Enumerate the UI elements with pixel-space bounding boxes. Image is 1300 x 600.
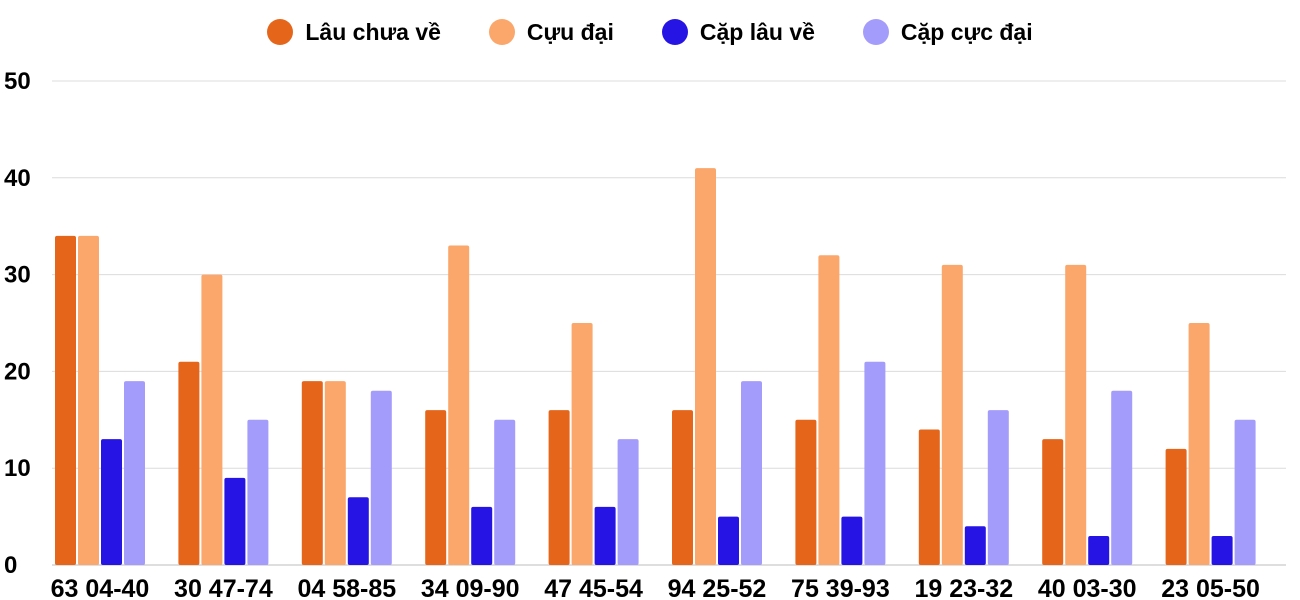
- legend-swatch-cuu-dai: [488, 19, 515, 45]
- bar: [324, 381, 346, 565]
- x-tick-label: 63 04-40: [51, 575, 150, 600]
- bar: [1088, 535, 1110, 565]
- bar: [347, 497, 369, 565]
- y-axis: 0 10 20 30 40 50: [4, 68, 31, 579]
- bar: [964, 526, 986, 565]
- bar: [1165, 448, 1187, 565]
- bar: [247, 419, 269, 565]
- bar: [224, 477, 246, 565]
- legend-item-cap-cuc-dai: Cặp cực đại: [862, 18, 1033, 46]
- bar: [594, 506, 616, 565]
- legend-swatch-lau-chua-ve: [267, 19, 294, 45]
- x-axis: 63 04-40 30 47-74 04 58-85 34 09-90 47 45-54…: [51, 575, 1260, 600]
- y-tick-label: 30: [4, 262, 31, 289]
- bar: [1211, 535, 1233, 565]
- bars: [55, 168, 1256, 566]
- bar: [818, 255, 840, 566]
- bar: [617, 439, 639, 565]
- bar: [795, 419, 817, 565]
- bar: [672, 410, 693, 565]
- y-tick-label: 0: [4, 552, 17, 579]
- y-tick-label: 50: [4, 68, 31, 95]
- x-tick-label: 23 05-50: [1161, 575, 1260, 600]
- bar: [201, 274, 223, 565]
- legend-swatch-cap-cuc-dai: [862, 19, 889, 45]
- bar: [370, 390, 392, 565]
- bar: [1065, 264, 1087, 565]
- x-tick-label: 94 25-52: [668, 575, 767, 600]
- bar: [425, 410, 447, 565]
- bar: [1234, 419, 1256, 565]
- bar: [101, 439, 122, 565]
- bar: [1111, 390, 1133, 565]
- x-tick-label: 75 39-93: [791, 575, 890, 600]
- legend-label-lau-chua-ve: Lâu chưa về: [305, 18, 441, 45]
- bar: [178, 361, 200, 565]
- chart-legend: Lâu chưa về Cựu đại Cặp lâu về Cặp cực đ…: [0, 14, 1300, 50]
- bar: [494, 419, 516, 565]
- bar: [55, 235, 76, 565]
- y-tick-label: 10: [4, 455, 31, 482]
- bar: [124, 381, 145, 565]
- bar: [448, 245, 470, 565]
- x-tick-label: 30 47-74: [174, 575, 273, 600]
- bar: [78, 235, 99, 565]
- x-tick-label: 47 45-54: [544, 575, 643, 600]
- legend-swatch-cap-lau-ve: [661, 19, 688, 45]
- bar: [941, 264, 963, 565]
- bar: [841, 516, 863, 565]
- y-tick-label: 20: [4, 358, 31, 385]
- bar: [301, 381, 323, 565]
- bar: [987, 410, 1009, 565]
- legend-label-cap-lau-ve: Cặp lâu về: [699, 18, 815, 45]
- bar: [1042, 439, 1064, 565]
- bar: [864, 361, 886, 565]
- x-tick-label: 40 03-30: [1038, 575, 1137, 600]
- legend-label-cuu-dai: Cựu đại: [526, 18, 614, 45]
- legend-label-cap-cuc-dai: Cặp cực đại: [900, 18, 1033, 45]
- legend-item-cuu-dai: Cựu đại: [488, 18, 614, 46]
- legend-item-lau-chua-ve: Lâu chưa về: [267, 19, 441, 46]
- legend-item-cap-lau-ve: Cặp lâu về: [661, 18, 815, 46]
- bar: [548, 410, 570, 565]
- x-tick-label: 19 23-32: [914, 575, 1013, 600]
- bar: [571, 323, 593, 565]
- bar: [1188, 323, 1210, 565]
- x-tick-label: 34 09-90: [421, 575, 520, 600]
- bar: [718, 516, 739, 565]
- bar: [741, 381, 762, 565]
- bar: [695, 168, 716, 565]
- bar: [918, 429, 940, 565]
- x-tick-label: 04 58-85: [297, 575, 396, 600]
- y-tick-label: 40: [4, 165, 31, 192]
- bar: [471, 506, 493, 565]
